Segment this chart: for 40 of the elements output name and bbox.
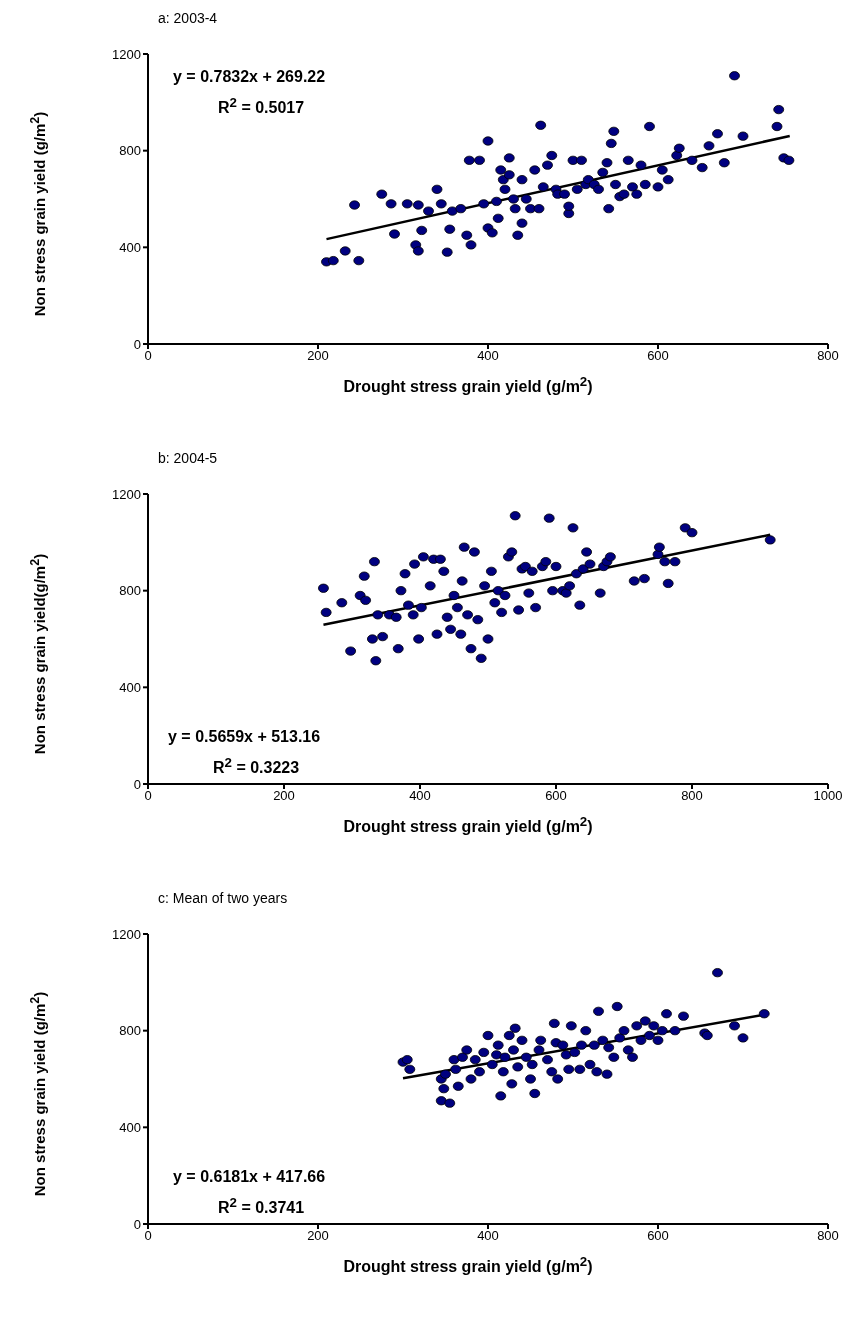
x-tick-label: 0 — [144, 788, 152, 804]
annotation: R$^{2}$ = 0.3741 — [217, 1194, 306, 1219]
y-tick-label: 800 — [119, 583, 141, 599]
y-tick-label: 400 — [119, 239, 141, 255]
y-tick-label: 0 — [133, 776, 141, 792]
annotation: R$^{2}$ = 0.3223 — [212, 754, 301, 779]
x-axis-title: Drought stress grain yield (g/m$^{2}$) — [342, 1254, 594, 1277]
annotation: R$^{2}$ = 0.5017 — [217, 94, 306, 119]
y-tick-label: 400 — [119, 679, 141, 695]
annotation: y = 0.6181x + 417.66 — [173, 1167, 326, 1187]
y-tick-label: 0 — [133, 1216, 141, 1232]
y-tick-label: 800 — [119, 143, 141, 159]
chart-title: c: Mean of two years — [158, 890, 288, 906]
x-tick-label: 800 — [817, 1228, 839, 1244]
x-tick-label: 0 — [144, 1228, 152, 1244]
x-tick-label: 600 — [545, 788, 567, 804]
annotation: y = 0.7832x + 269.22 — [173, 67, 326, 87]
y-tick-label: 1200 — [112, 486, 141, 502]
x-axis-title: Drought stress grain yield (g/m$^{2}$) — [342, 814, 594, 837]
x-tick-label: 600 — [647, 348, 669, 364]
x-tick-label: 200 — [307, 1228, 329, 1244]
x-tick-label: 1000 — [813, 788, 843, 804]
x-tick-label: 800 — [817, 348, 839, 364]
chart-title: b: 2004-5 — [158, 450, 218, 466]
y-tick-label: 800 — [119, 1023, 141, 1039]
y-tick-label: 1200 — [112, 926, 141, 942]
x-tick-label: 400 — [477, 1228, 499, 1244]
x-tick-label: 200 — [307, 348, 329, 364]
x-tick-label: 400 — [409, 788, 431, 804]
y-tick-label: 1200 — [112, 46, 141, 62]
x-axis-title: Drought stress grain yield (g/m$^{2}$) — [342, 374, 594, 397]
x-tick-label: 800 — [681, 788, 703, 804]
y-tick-label: 400 — [119, 1119, 141, 1135]
chart-title: a: 2003-4 — [158, 10, 218, 26]
y-tick-label: 0 — [133, 336, 141, 352]
x-tick-label: 600 — [647, 1228, 669, 1244]
x-tick-label: 400 — [477, 348, 499, 364]
x-tick-label: 200 — [273, 788, 295, 804]
annotation: y = 0.5659x + 513.16 — [168, 727, 321, 747]
x-tick-label: 0 — [144, 348, 152, 364]
